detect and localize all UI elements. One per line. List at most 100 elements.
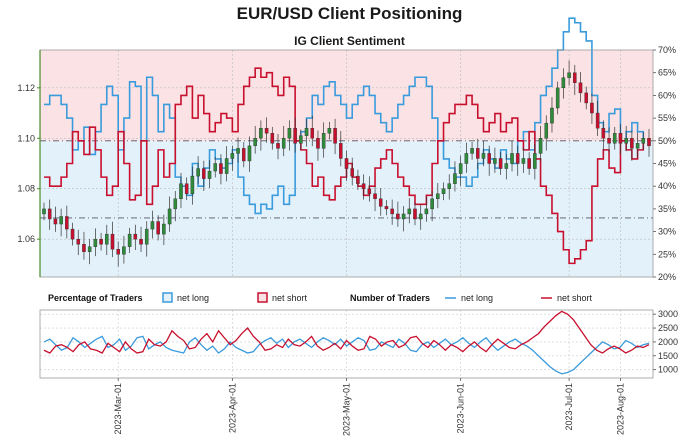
candle-body — [464, 153, 469, 164]
candle-body — [236, 148, 240, 154]
candle-body — [167, 208, 172, 225]
right-tick-label: 45% — [658, 159, 676, 169]
candle-body — [641, 138, 646, 144]
x-tick-label: 2023-Apr-01 — [227, 383, 237, 433]
right-tick-label: 60% — [658, 90, 676, 100]
candle-body — [202, 168, 206, 179]
trader-line-net-short — [43, 310, 650, 354]
candle-body — [430, 198, 434, 210]
legend-pct-long-label: net long — [177, 293, 209, 303]
bottom-tick-label: 2000 — [658, 337, 678, 347]
candle-body — [247, 145, 252, 162]
candle-body — [253, 138, 257, 147]
candle-body — [635, 143, 640, 149]
candle-body — [595, 112, 600, 129]
candle-body — [618, 133, 623, 144]
candle-body — [498, 158, 503, 169]
candle-body — [561, 77, 566, 89]
net-long-pct-line — [44, 17, 645, 215]
bottom-tick-label: 1500 — [658, 351, 678, 361]
candle-body — [156, 221, 160, 235]
price-candles — [42, 60, 651, 267]
legend-pct-long-swatch — [162, 292, 173, 303]
candle-body — [116, 249, 120, 255]
x-tick-label: 2023-May-01 — [342, 383, 352, 436]
candle-body — [590, 102, 594, 114]
chart-title: EUR/USD Client Positioning — [236, 4, 463, 23]
candle-body — [339, 143, 343, 159]
candle-body — [521, 158, 526, 164]
right-tick-label: 40% — [658, 181, 676, 191]
candle-body — [538, 138, 543, 154]
candle-body — [555, 87, 560, 109]
bottom-tick-label: 3000 — [658, 309, 678, 319]
candle-body — [344, 158, 349, 169]
candle-body — [196, 168, 200, 177]
candle-body — [333, 127, 337, 144]
right-tick-label: 65% — [658, 68, 676, 78]
right-tick-label: 25% — [658, 249, 676, 259]
candle-body — [527, 158, 531, 169]
candle-body — [436, 193, 440, 200]
candle-body — [458, 163, 463, 174]
candle-body — [567, 72, 571, 78]
candle-body — [373, 193, 377, 200]
x-tick-label: 2023-Mar-01 — [113, 383, 123, 435]
candle-body — [287, 127, 292, 139]
chart-subtitle: IG Client Sentiment — [294, 34, 405, 48]
candle-body — [578, 82, 583, 94]
candle-body — [316, 138, 320, 149]
right-tick-label: 55% — [658, 113, 676, 123]
candle-body — [367, 188, 372, 194]
candle-body — [401, 213, 406, 220]
candle-body — [515, 153, 520, 164]
candle-body — [350, 168, 354, 177]
candle-body — [573, 72, 577, 83]
candle-body — [122, 246, 126, 255]
right-tick-label: 70% — [658, 45, 676, 55]
candle-body — [310, 127, 315, 139]
candle-body — [321, 133, 326, 149]
candle-body — [264, 127, 269, 134]
candle-body — [59, 216, 63, 225]
candle-body — [259, 127, 263, 139]
candle-body — [270, 133, 275, 144]
left-axis-ticks: 1.06 1.08 1.10 1.12 — [17, 83, 40, 244]
candle-body — [93, 238, 98, 247]
bottom-tick-label: 2500 — [658, 323, 678, 333]
right-tick-label: 35% — [658, 204, 676, 214]
candle-body — [213, 163, 218, 172]
right-tick-label: 50% — [658, 136, 676, 146]
candle-body — [544, 122, 549, 139]
candle-body — [70, 228, 75, 240]
candle-body — [612, 133, 617, 144]
candle-body — [105, 233, 109, 245]
candle-body — [607, 138, 611, 144]
legend-pct-title: Percentage of Traders — [48, 293, 143, 303]
candle-body — [418, 213, 423, 220]
candle-body — [179, 183, 183, 200]
candle-body — [601, 127, 606, 139]
candle-body — [407, 208, 412, 215]
candle-body — [413, 208, 417, 220]
legend-num-short-label: net short — [557, 293, 593, 303]
candle-body — [144, 228, 149, 245]
candle-body — [230, 153, 235, 159]
left-tick-label: 1.08 — [17, 184, 35, 194]
left-tick-label: 1.06 — [17, 234, 35, 244]
x-tick-label: 2023-Aug-01 — [615, 383, 625, 435]
trader-count-lines — [43, 310, 650, 375]
candle-body — [424, 208, 429, 215]
candle-body — [510, 153, 514, 164]
right-axis-ticks: 20% 25% 30% 35% 40% 45% 50% 55% 60% 65% 70% — [653, 45, 676, 282]
candle-body — [356, 175, 360, 184]
candle-body — [110, 233, 115, 250]
candle-body — [173, 198, 178, 210]
legend: Percentage of Traders net long net short… — [48, 292, 593, 303]
candle-body — [630, 138, 634, 149]
right-tick-label: 30% — [658, 227, 676, 237]
x-tick-label: 2023-Jun-01 — [456, 383, 466, 434]
candle-body — [481, 153, 486, 159]
bottom-right-ticks: 1000 1500 2000 2500 3000 — [653, 309, 678, 375]
candle-body — [42, 208, 46, 215]
